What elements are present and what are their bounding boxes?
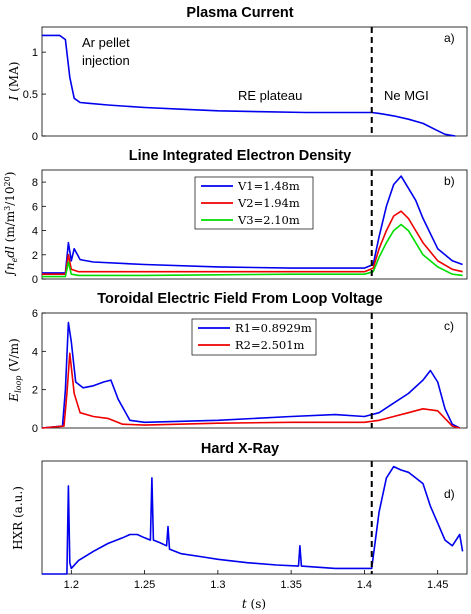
panel-b-title: Line Integrated Electron Density [129,148,351,164]
panel-c-legend-box [191,318,317,356]
panel-c: Toroidal Electric Field From Loop Voltag… [7,291,468,435]
y-tick-label: 0 [32,423,38,435]
panel-c-title: Toroidal Electric Field From Loop Voltag… [97,291,382,307]
y-tick-label: 4 [32,346,38,358]
x-axis-label: t (s) [242,597,266,611]
panel-b: Line Integrated Electron Density ∫nedl (… [3,148,468,286]
panel-a-ylabel: I (MA) [7,62,21,102]
y-tick-label: 6 [32,308,38,320]
panel-b-ylabel: ∫nedl (m/m3/1020) [3,172,19,277]
y-tick-label: 4 [32,226,38,238]
y-tick-label: 1 [32,47,38,59]
panel-d-label: d) [444,487,455,501]
x-tick-label: 1.2 [64,579,79,591]
panel-d-ylabel: HXR (a.u.) [11,486,25,550]
panel-c-ticks: 0 2 4 6 [32,308,46,435]
panel-c-lines [41,313,461,429]
panel-b-lines [42,170,463,279]
x-tick-label: 1.3 [210,579,225,591]
series-line-r2 [41,352,460,429]
panel-a-ticks: 00.51 [23,47,46,143]
panel-d: Hard X-Ray HXR (a.u.) d) 1.2 1.25 1.3 1.35 1… [11,441,468,611]
annotation-ne-mgi: Ne MGI [384,88,429,103]
x-tick-label: 1.35 [280,579,301,591]
panel-a-title: Plasma Current [186,5,293,21]
annotation-ar-pellet: Ar pellet [82,35,130,50]
panel-d-title: Hard X-Ray [201,441,279,457]
panel-c-frame [41,312,468,429]
series-line-v2 [42,210,463,276]
panel-a-frame [41,26,468,137]
panel-b-frame [41,169,468,280]
panel-c-ylabel: Eloop (V/m) [7,338,23,402]
y-tick-label: 2 [32,385,38,397]
legend-v2: V2=1.94m [237,196,300,210]
panel-b-label: b) [444,174,455,188]
x-tick-label: 1.25 [134,579,155,591]
panel-c-legend: R1=0.8929m R2=2.501m [191,318,317,356]
legend-v3: V3=2.10m [237,213,300,227]
series-line-v1 [42,175,463,274]
panel-d-ticks: 1.2 1.25 1.3 1.35 1.4 1.45 [64,570,448,591]
x-tick-label: 1.45 [427,579,448,591]
panel-c-label: c) [444,319,454,333]
panel-a: Plasma Current I (MA) Ar pellet injectio… [7,5,468,143]
legend-r1: R1=0.8929m [235,321,312,335]
panel-b-ticks: 0 2 4 6 8 [32,177,46,286]
panel-d-frame [41,460,468,575]
annotation-injection: injection [82,53,130,68]
series-line-v3 [42,223,463,278]
panel-d-lines [42,461,464,575]
panel-a-lines [42,27,456,137]
annotation-re-plateau: RE plateau [238,88,302,103]
series-line-r1 [41,321,461,429]
panel-b-legend: V1=1.48m V2=1.94m V3=2.10m [194,176,314,230]
series-line-1 [42,465,464,575]
y-tick-label: 2 [32,250,38,262]
series-line-1 [42,34,456,137]
x-tick-label: 1.4 [357,579,372,591]
y-tick-label: 0 [32,131,38,143]
y-tick-label: 0 [32,274,38,286]
y-tick-label: 8 [32,177,38,189]
legend-v1: V1=1.48m [237,179,300,193]
panel-a-label: a) [444,31,455,45]
y-tick-label: 6 [32,201,38,213]
y-tick-label: 0.5 [23,89,38,101]
legend-r2: R2=2.501m [235,338,305,352]
